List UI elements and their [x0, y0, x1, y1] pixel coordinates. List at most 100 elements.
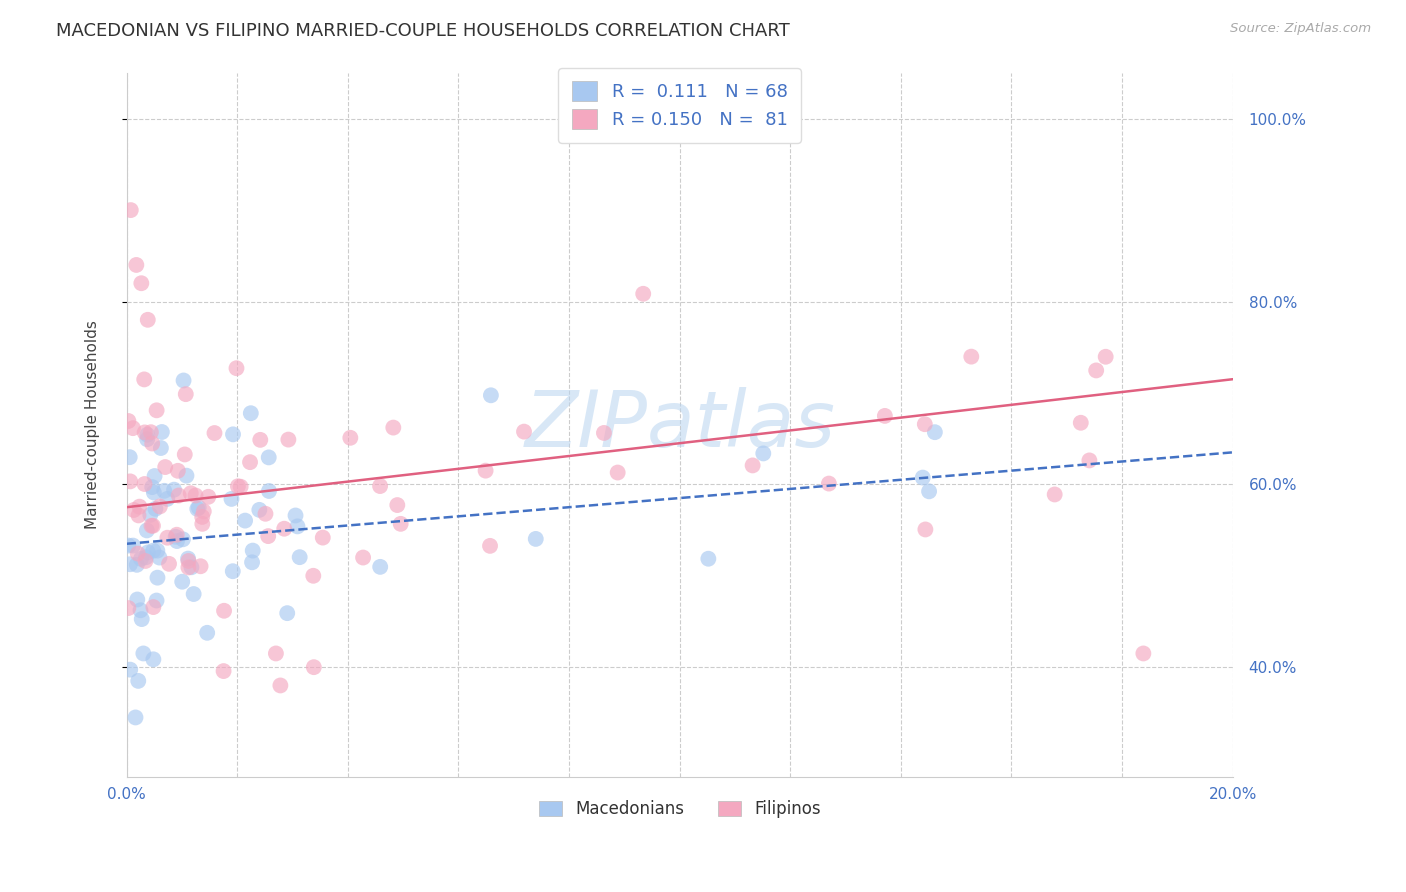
Point [172, 533, 194, 547]
Point [118, 558, 141, 572]
Point [146, 543, 169, 558]
Point [697, 551, 720, 566]
Point [239, 406, 262, 420]
Point [191, 510, 214, 524]
Point [129, 551, 152, 566]
Point [249, 433, 271, 447]
Point [156, 531, 179, 545]
Point [1132, 647, 1154, 661]
Point [1094, 350, 1116, 364]
Point [174, 387, 197, 401]
Point [120, 475, 142, 489]
Point [120, 203, 142, 218]
Point [127, 673, 149, 688]
Point [257, 529, 280, 543]
Legend: Macedonians, Filipinos: Macedonians, Filipinos [531, 794, 828, 825]
Point [1078, 453, 1101, 467]
Point [136, 545, 159, 559]
Point [195, 625, 218, 640]
Point [368, 559, 391, 574]
Point [117, 414, 139, 428]
Point [122, 421, 145, 435]
Point [479, 388, 502, 402]
Point [222, 564, 245, 578]
Point [352, 550, 374, 565]
Point [180, 486, 202, 500]
Point [148, 550, 170, 565]
Point [924, 425, 946, 440]
Point [135, 550, 157, 565]
Point [118, 450, 141, 465]
Point [593, 425, 616, 440]
Point [125, 558, 148, 572]
Point [269, 678, 291, 692]
Y-axis label: Married-couple Households: Married-couple Households [86, 320, 100, 529]
Point [163, 483, 186, 497]
Point [339, 431, 361, 445]
Point [302, 568, 325, 582]
Point [142, 543, 165, 558]
Point [254, 507, 277, 521]
Point [142, 518, 165, 533]
Point [264, 647, 287, 661]
Point [143, 469, 166, 483]
Point [165, 530, 187, 544]
Point [134, 425, 156, 440]
Point [125, 258, 148, 272]
Point [139, 508, 162, 522]
Point [176, 468, 198, 483]
Point [136, 432, 159, 446]
Point [166, 527, 188, 541]
Point [302, 660, 325, 674]
Point [273, 522, 295, 536]
Point [177, 554, 200, 568]
Point [142, 652, 165, 666]
Point [145, 403, 167, 417]
Point [142, 485, 165, 500]
Point [212, 604, 235, 618]
Point [141, 518, 163, 533]
Point [127, 592, 149, 607]
Point [146, 571, 169, 585]
Point [276, 606, 298, 620]
Point [141, 480, 163, 494]
Point [150, 425, 173, 439]
Point [173, 447, 195, 461]
Point [166, 464, 188, 478]
Point [124, 710, 146, 724]
Point [187, 500, 209, 515]
Point [212, 664, 235, 678]
Point [1070, 416, 1092, 430]
Point [911, 470, 934, 484]
Point [368, 479, 391, 493]
Point [131, 612, 153, 626]
Point [122, 539, 145, 553]
Point [134, 554, 156, 568]
Point [524, 532, 547, 546]
Point [193, 504, 215, 518]
Point [183, 587, 205, 601]
Point [155, 460, 177, 475]
Point [122, 503, 145, 517]
Point [221, 491, 243, 506]
Point [149, 500, 172, 514]
Point [177, 551, 200, 566]
Point [156, 491, 179, 506]
Point [914, 523, 936, 537]
Point [191, 516, 214, 531]
Point [247, 503, 270, 517]
Point [131, 277, 153, 291]
Point [229, 480, 252, 494]
Text: ZIPatlas: ZIPatlas [524, 387, 835, 463]
Point [157, 557, 180, 571]
Point [741, 458, 763, 473]
Point [136, 427, 159, 442]
Point [225, 361, 247, 376]
Point [127, 547, 149, 561]
Point [128, 500, 150, 514]
Point [1043, 487, 1066, 501]
Point [239, 455, 262, 469]
Point [918, 484, 941, 499]
Point [240, 555, 263, 569]
Point [139, 425, 162, 440]
